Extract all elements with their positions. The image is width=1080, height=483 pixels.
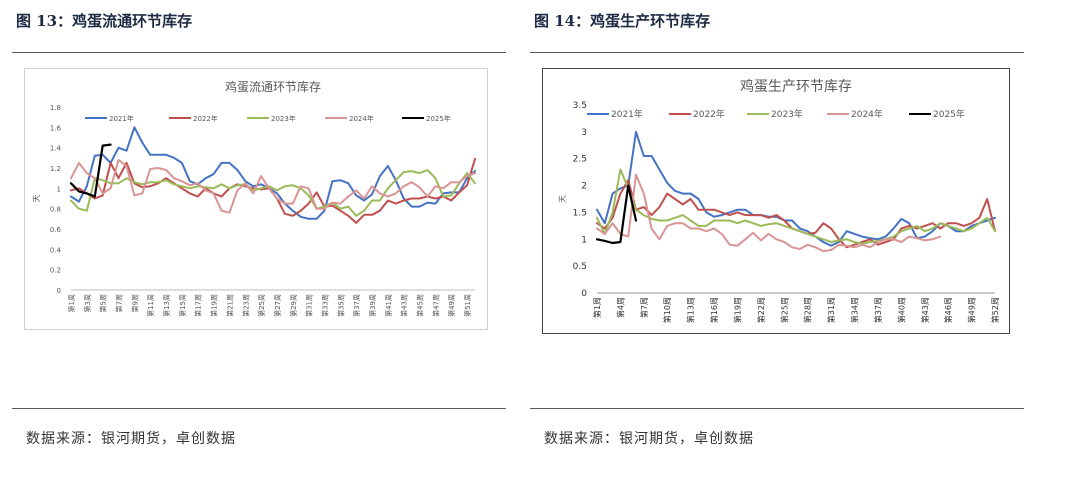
legend-label: 2021年: [109, 114, 134, 123]
x-tick-label: 第19周: [210, 294, 219, 317]
x-tick-label: 第47周: [431, 294, 440, 317]
x-tick-label: 第3周: [83, 294, 92, 312]
x-tick-label: 第31周: [305, 294, 314, 317]
y-tick-label: 1: [57, 185, 61, 193]
x-tick-label: 第13周: [686, 297, 696, 323]
y-tick-label: 1.4: [50, 145, 62, 153]
top-rule: [530, 52, 1024, 53]
legend-label: 2022年: [693, 108, 725, 120]
legend-label: 2024年: [349, 114, 374, 123]
y-tick-label: 0.4: [50, 246, 62, 254]
series-line-2024: [596, 173, 942, 253]
x-tick-label: 第21周: [225, 294, 234, 317]
source-note: 数据来源：银河期货，卓创数据: [544, 431, 754, 447]
x-tick-label: 第43周: [920, 297, 930, 323]
y-tick-label: 3: [581, 128, 587, 138]
x-tick-label: 第16周: [709, 297, 719, 323]
legend-label: 2024年: [851, 108, 883, 120]
x-tick-label: 第29周: [289, 294, 298, 317]
bottom-rule: [12, 408, 506, 409]
y-tick-label: 1.6: [50, 124, 62, 132]
x-tick-label: 第22周: [756, 297, 766, 323]
x-tick-label: 第27周: [273, 294, 282, 317]
series-line-2025: [595, 184, 638, 245]
series-line-2024: [70, 158, 476, 214]
x-tick-label: 第10周: [662, 297, 672, 323]
y-tick-label: 3.5: [573, 101, 587, 111]
y-axis-label: 天: [32, 195, 41, 203]
right-panel: 图 14：鸡蛋生产环节库存 鸡蛋生产环节库存天 0 0.5 1 1.5 2 2.5 3 3.5 第…: [530, 0, 1030, 483]
y-tick-label: 0.6: [50, 226, 62, 234]
top-rule: [12, 52, 506, 53]
chart-title: 鸡蛋流通环节库存: [225, 79, 321, 94]
figure-title: 图 13：鸡蛋流通环节库存: [16, 12, 193, 30]
x-tick-label: 第31周: [826, 297, 836, 323]
x-tick-label: 第43周: [400, 294, 409, 317]
x-tick-label: 第33周: [320, 294, 329, 317]
x-tick-label: 第7周: [639, 297, 649, 318]
x-tick-label: 第52周: [990, 297, 1000, 323]
x-tick-label: 第35周: [336, 294, 345, 317]
y-tick-label: 2.5: [573, 155, 587, 165]
x-tick-label: 第51周: [463, 294, 472, 317]
y-axis-label: 天: [558, 195, 567, 203]
x-tick-label: 第5周: [99, 294, 108, 312]
x-tick-label: 第7周: [115, 294, 124, 312]
y-tick-label: 0: [57, 287, 61, 295]
x-tick-label: 第49周: [447, 294, 456, 317]
legend-label: 2025年: [426, 114, 451, 123]
legend-label: 2021年: [611, 108, 643, 120]
y-tick-label: 0.5: [573, 262, 587, 272]
series-line-2023: [596, 168, 996, 245]
x-tick-label: 第45周: [416, 294, 425, 317]
x-tick-label: 第1周: [67, 294, 76, 312]
y-tick-label: 1.5: [573, 208, 587, 218]
series-line-2021: [596, 130, 996, 247]
bottom-rule: [530, 408, 1024, 409]
legend-label: 2022年: [193, 114, 218, 123]
x-tick-label: 第11周: [146, 294, 155, 317]
x-tick-label: 第19周: [732, 297, 742, 323]
x-tick-label: 第28周: [803, 297, 813, 323]
chart-title: 鸡蛋生产环节库存: [740, 78, 852, 95]
x-tick-label: 第23周: [241, 294, 250, 317]
y-tick-label: 0.8: [50, 206, 61, 214]
x-tick-label: 第34周: [850, 297, 860, 323]
x-tick-label: 第40周: [896, 297, 906, 323]
x-tick-label: 第39周: [368, 294, 377, 317]
y-tick-label: 1: [581, 235, 587, 245]
chart-container: 鸡蛋生产环节库存天 0 0.5 1 1.5 2 2.5 3 3.5 第1周 第4周 第7周 第10周 第1…: [542, 68, 1010, 334]
y-tick-label: 2: [581, 182, 587, 192]
chart-container: 鸡蛋流通环节库存天 0 0.2 0.4 0.6 0.8 1 1.2 1.4 1.6 1.8 第1周 第3…: [24, 68, 488, 330]
legend-label: 2023年: [271, 114, 296, 123]
y-tick-label: 1.2: [50, 165, 61, 173]
source-note: 数据来源：银河期货，卓创数据: [26, 431, 236, 447]
x-tick-label: 第49周: [967, 297, 977, 323]
y-tick-label: 1.8: [50, 104, 61, 112]
figure-title: 图 14：鸡蛋生产环节库存: [534, 12, 711, 30]
x-tick-label: 第1周: [592, 297, 602, 318]
x-tick-label: 第15周: [178, 294, 187, 317]
left-panel: 图 13：鸡蛋流通环节库存 鸡蛋流通环节库存天 0 0.2 0.4 0.6 0.8 1 1.2…: [12, 0, 512, 483]
series-line-2023: [70, 169, 476, 217]
series-line-2021: [70, 126, 476, 220]
x-tick-label: 第25周: [779, 297, 789, 323]
legend-label: 2023年: [771, 108, 803, 120]
x-tick-label: 第37周: [873, 297, 883, 323]
x-tick-label: 第41周: [384, 294, 393, 317]
y-tick-label: 0: [581, 289, 587, 299]
x-tick-label: 第46周: [943, 297, 953, 323]
x-tick-label: 第13周: [162, 294, 171, 317]
x-tick-label: 第25周: [257, 294, 266, 317]
x-tick-label: 第4周: [615, 297, 625, 318]
series-line-2025: [69, 143, 112, 198]
x-tick-label: 第17周: [194, 294, 203, 317]
legend-label: 2025年: [933, 108, 965, 120]
x-tick-label: 第37周: [352, 294, 361, 317]
y-tick-label: 0.2: [50, 267, 61, 275]
x-tick-label: 第9周: [130, 294, 139, 312]
